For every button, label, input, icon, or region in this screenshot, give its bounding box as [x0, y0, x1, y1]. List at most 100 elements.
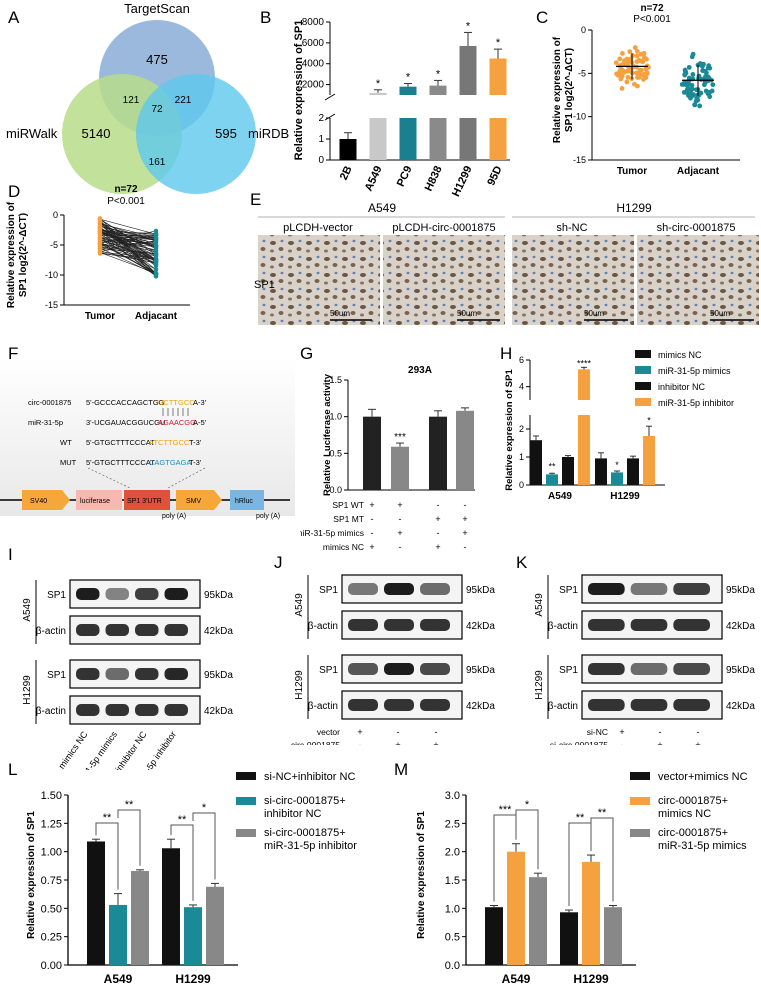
- table-row-label: circ-0001875: [291, 740, 340, 745]
- data-point: [691, 92, 696, 97]
- pair-line: [99, 232, 157, 277]
- y-tick-label: 0.0: [329, 485, 342, 495]
- chart-c: n=72 P<0.001 Relative expression of SP1 …: [552, 3, 740, 177]
- blot-band: [420, 699, 450, 711]
- data-point: [686, 75, 692, 81]
- y-tick-label: 0: [519, 480, 524, 490]
- panel-label: J: [274, 553, 283, 572]
- data-point: [701, 82, 707, 88]
- panel-label: M: [394, 760, 409, 779]
- y-axis-label-2: SP1 log2(2^-ΔCT): [564, 48, 575, 132]
- blot-band: [588, 583, 625, 595]
- blot-band: [76, 704, 100, 716]
- legend-label: inhibitor NC: [658, 382, 706, 392]
- table-cell: +: [619, 727, 624, 737]
- panel-label: E: [250, 190, 262, 209]
- data-point: [153, 272, 159, 277]
- panel-l: L Relative expression of SP1 0.00 0.25 0.5…: [0, 755, 380, 991]
- y-axis-label: Relative expression of SP1: [416, 811, 427, 939]
- data-point: [635, 83, 640, 89]
- bar: [578, 415, 590, 485]
- band-label: SP1: [47, 670, 66, 681]
- panel-a: A TargetScan miRWalk miRDB 475 5140 595 …: [0, 0, 300, 200]
- y-tick-label: 0.0: [445, 960, 460, 972]
- kda-label: 95kDa: [726, 585, 755, 596]
- legend-swatch: [630, 797, 650, 805]
- blot-band: [76, 588, 100, 600]
- y-tick-label: -10: [573, 112, 586, 122]
- cell-line-a549: A549: [368, 201, 396, 215]
- legend-label: si-circ-0001875+: [264, 795, 346, 807]
- y-tick-label: -15: [573, 155, 586, 165]
- x-tick-label: A549: [502, 972, 531, 986]
- table-cell: -: [464, 500, 467, 510]
- pair-line: [99, 247, 157, 275]
- pair-line: [99, 248, 157, 254]
- data-point: [701, 61, 706, 67]
- blot-band: [588, 663, 625, 675]
- panel-label: L: [8, 760, 18, 779]
- seq-part-highlight: AGAACGG: [158, 418, 196, 427]
- legend-swatch: [635, 350, 651, 358]
- y-tick-label: 0: [318, 155, 324, 166]
- sig-bracket: [170, 824, 194, 901]
- panel-label: K: [516, 553, 528, 572]
- y-axis-label: Relative expression of SP1: [293, 20, 305, 161]
- table-row-label: si-NC: [587, 727, 608, 737]
- table-cell: +: [397, 500, 402, 510]
- data-point: [697, 103, 703, 109]
- bar: [429, 85, 447, 95]
- band-label: β-actin: [36, 706, 66, 717]
- chart-d: n=72 P<0.001 Relative expression of SP1 …: [6, 184, 190, 322]
- seq-name-circ: circ-0001875: [28, 398, 71, 407]
- smv-box: [176, 490, 222, 510]
- band-label: SP1: [319, 585, 338, 596]
- venn-set-label-mirdb: miRDB: [248, 126, 289, 141]
- y-tick-label: -10: [45, 270, 58, 280]
- kda-label: 42kDa: [726, 621, 755, 632]
- venn-set-label-targetscan: TargetScan: [124, 1, 190, 16]
- y-tick-label: 0.00: [41, 960, 62, 972]
- construct-label: SMV: [186, 498, 202, 505]
- chart-g: 293A Relative Luciferase activity 0.0 0.5…: [296, 365, 475, 552]
- table-cell: -: [371, 528, 374, 538]
- data-point: [686, 93, 691, 99]
- significance-mark: *: [436, 68, 441, 80]
- y-axis-label: Relative Luciferase activity: [322, 373, 333, 496]
- table-cell: +: [357, 727, 362, 737]
- blot-band: [164, 668, 188, 680]
- blot-band: [105, 668, 129, 680]
- data-point: [634, 48, 640, 54]
- seq-part: 5'-GTGCTTTCCCAT: [86, 458, 155, 467]
- bar: [562, 457, 574, 485]
- kda-label: 42kDa: [204, 706, 233, 717]
- seq-part: A-5': [193, 418, 207, 427]
- y-tick-label: 6000: [302, 38, 325, 49]
- y-tick-label: 6: [519, 355, 524, 365]
- cell-line-label: A549: [294, 593, 305, 617]
- y-tick-label: 0.75: [41, 875, 62, 887]
- table-cell: +: [657, 740, 662, 745]
- seq-part: 5'-GCCCACCAGCTGG: [86, 398, 165, 407]
- bar: [339, 139, 357, 160]
- significance-mark: ***: [499, 804, 513, 816]
- western-blot-j: SP1 95kDa β-actin 42kDa SP1 95kDa β-actin 42kDa…: [272, 574, 495, 776]
- kda-label: 95kDa: [466, 585, 495, 596]
- data-point: [707, 89, 713, 95]
- table-row-label: si-circ-0001875: [550, 740, 608, 745]
- table-cell: +: [433, 740, 438, 745]
- data-point: [627, 49, 633, 55]
- y-tick-label: -5: [50, 240, 58, 250]
- pair-line: [99, 232, 157, 241]
- legend-swatch: [236, 829, 256, 837]
- venn-count-targetscan: 475: [146, 52, 168, 67]
- blot-band: [135, 704, 159, 716]
- data-point: [700, 68, 706, 74]
- data-point: [617, 56, 623, 62]
- bar: [507, 851, 525, 965]
- table-cell: -: [399, 542, 402, 552]
- blot-band: [348, 619, 378, 631]
- significance-mark: **: [125, 799, 134, 811]
- x-tick-label: 95D: [485, 164, 504, 187]
- table-cell: -: [397, 727, 400, 737]
